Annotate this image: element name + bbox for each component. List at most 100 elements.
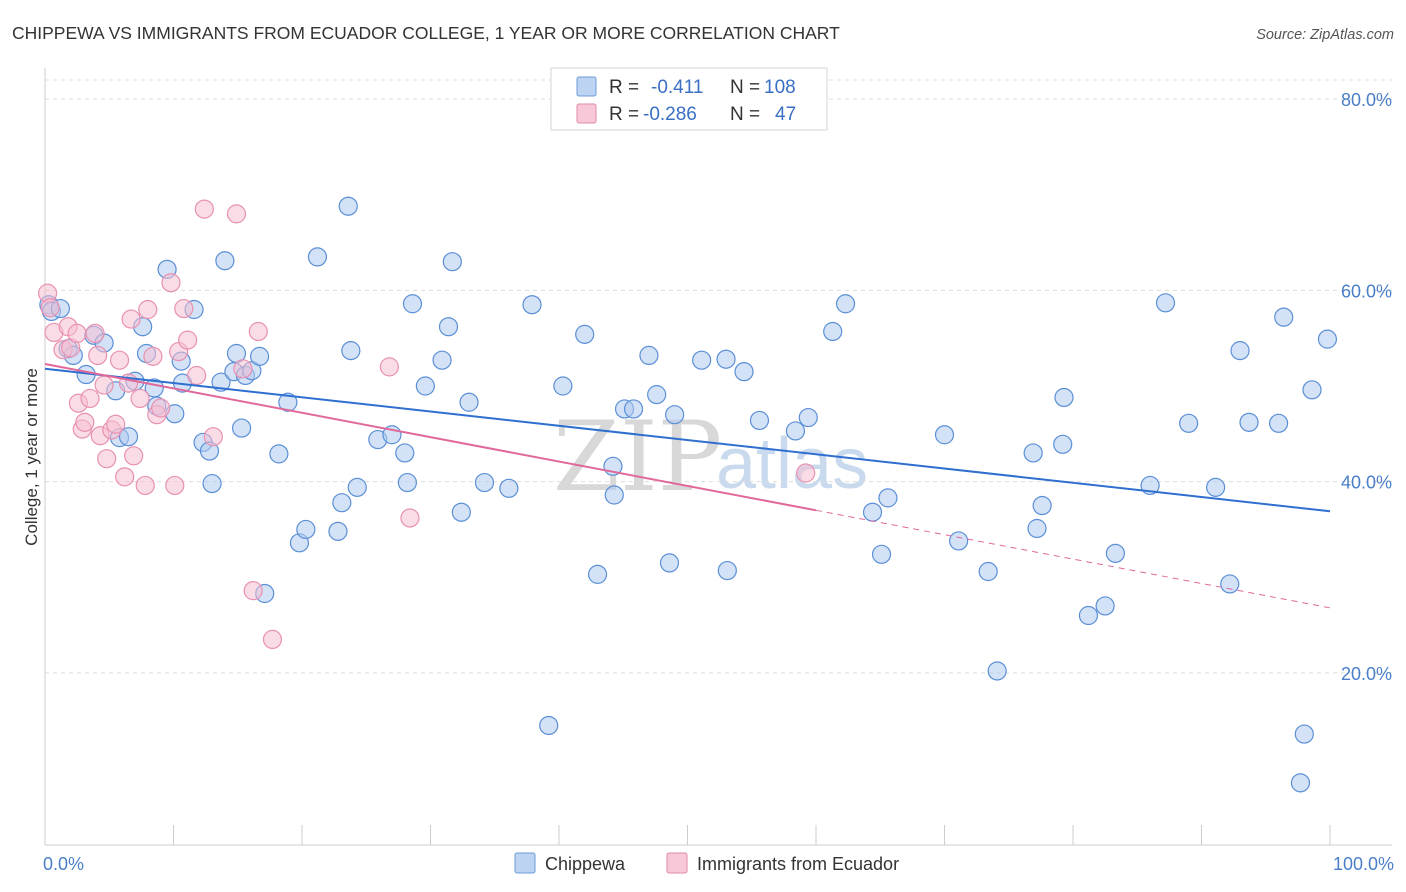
chippewa-point bbox=[1027, 518, 1047, 539]
chippewa-point bbox=[1239, 412, 1259, 432]
ecuador-point bbox=[85, 323, 105, 344]
chippewa-point bbox=[749, 410, 770, 431]
ecuador-point bbox=[178, 330, 198, 350]
chippewa-point bbox=[639, 345, 659, 365]
chippewa-points bbox=[39, 196, 1338, 793]
ecuador-bottom-label: Immigrants from Ecuador bbox=[697, 854, 899, 874]
ecuador-point bbox=[121, 309, 141, 329]
chippewa-point bbox=[553, 376, 573, 396]
chippewa-point bbox=[397, 472, 417, 493]
chippewa-point bbox=[1023, 443, 1043, 463]
chippewa-point bbox=[717, 560, 737, 581]
chippewa-point bbox=[1054, 387, 1074, 408]
ecuador-point bbox=[161, 273, 181, 293]
chippewa-point bbox=[1274, 307, 1294, 327]
chippewa-point bbox=[587, 564, 608, 584]
ecuador-point bbox=[94, 375, 114, 395]
chippewa-point bbox=[539, 715, 559, 736]
tick-labels: 20.0% 40.0% 60.0% 80.0% 0.0% 100.0% bbox=[43, 90, 1394, 874]
chippewa-point bbox=[341, 341, 361, 361]
chippewa-point bbox=[438, 317, 459, 337]
chippewa-point bbox=[499, 478, 519, 498]
chippewa-r-value: -0.411 bbox=[651, 77, 703, 98]
y-tick-label: 40.0% bbox=[1341, 473, 1392, 493]
ecuador-n-value: 47 bbox=[775, 104, 796, 125]
chippewa-point bbox=[647, 385, 667, 405]
chippewa-point bbox=[1268, 413, 1289, 433]
ecuador-r-label: R = bbox=[609, 104, 639, 125]
chippewa-point bbox=[459, 392, 479, 412]
chippewa-point bbox=[474, 472, 495, 493]
trend-lines bbox=[44, 363, 1331, 609]
chippewa-point bbox=[716, 349, 736, 369]
ecuador-point bbox=[130, 388, 150, 409]
ecuador-point bbox=[124, 446, 144, 466]
ecuador-trend-line bbox=[44, 363, 817, 512]
ecuador-point bbox=[40, 297, 60, 318]
chippewa-point bbox=[338, 196, 358, 216]
chippewa-point bbox=[118, 427, 139, 447]
ecuador-point bbox=[106, 414, 126, 434]
chippewa-point bbox=[665, 405, 685, 425]
chippewa-trend-line bbox=[44, 367, 1331, 513]
chippewa-point bbox=[949, 531, 969, 551]
ecuador-point bbox=[143, 346, 163, 366]
chippewa-point bbox=[332, 493, 352, 513]
ecuador-point bbox=[243, 581, 263, 601]
chippewa-point bbox=[522, 295, 542, 315]
chippewa-point bbox=[296, 519, 316, 540]
axes bbox=[44, 68, 1392, 846]
ecuador-point bbox=[135, 475, 155, 496]
chippewa-point bbox=[211, 372, 231, 392]
chippewa-point bbox=[798, 407, 818, 428]
ecuador-point bbox=[226, 204, 247, 224]
ecuador-point bbox=[194, 199, 214, 219]
chippewa-r-label: R = bbox=[609, 77, 639, 98]
y-tick-label: 80.0% bbox=[1341, 90, 1392, 110]
chippewa-bottom-swatch bbox=[514, 852, 536, 874]
ecuador-point bbox=[109, 350, 130, 370]
chart-source: Source: ZipAtlas.com bbox=[1256, 27, 1394, 43]
series-legend: Chippewa Immigrants from Ecuador bbox=[514, 852, 899, 874]
chippewa-point bbox=[1105, 543, 1126, 563]
chippewa-point bbox=[215, 251, 235, 271]
x-tick-label-start: 0.0% bbox=[43, 854, 84, 874]
chippewa-point bbox=[1230, 341, 1250, 361]
ecuador-point bbox=[97, 449, 117, 469]
y-tick-label: 20.0% bbox=[1341, 664, 1392, 684]
ecuador-point bbox=[174, 298, 194, 319]
chippewa-point bbox=[1317, 329, 1338, 349]
chippewa-bottom-label: Chippewa bbox=[545, 854, 626, 874]
ecuador-r-value: -0.286 bbox=[643, 104, 697, 125]
chippewa-point bbox=[1155, 293, 1176, 313]
chippewa-point bbox=[442, 252, 462, 272]
ecuador-point bbox=[67, 323, 87, 344]
chippewa-point bbox=[328, 521, 348, 541]
ecuador-point bbox=[151, 398, 171, 418]
chippewa-point bbox=[659, 553, 680, 573]
chippewa-point bbox=[734, 362, 754, 382]
chippewa-point bbox=[934, 425, 955, 445]
ecuador-point bbox=[379, 357, 399, 377]
ecuador-legend-swatch bbox=[576, 103, 597, 124]
ecuador-point bbox=[796, 463, 816, 483]
chart-title: CHIPPEWA VS IMMIGRANTS FROM ECUADOR COLL… bbox=[12, 23, 840, 43]
chippewa-point bbox=[835, 294, 856, 314]
chippewa-point bbox=[307, 247, 328, 267]
ecuador-point bbox=[115, 467, 135, 487]
stats-legend: R = -0.411 N = 108 R = -0.286 N = 47 bbox=[550, 67, 828, 131]
chippewa-point bbox=[878, 488, 898, 508]
ecuador-bottom-swatch bbox=[666, 852, 688, 874]
chippewa-point bbox=[575, 324, 595, 344]
chippewa-point bbox=[249, 346, 270, 366]
chippewa-n-value: 108 bbox=[764, 77, 796, 98]
chippewa-point bbox=[1032, 495, 1052, 516]
chippewa-point bbox=[1179, 413, 1199, 433]
chippewa-point bbox=[1220, 574, 1240, 594]
ecuador-point bbox=[233, 359, 253, 379]
chippewa-point bbox=[871, 544, 892, 564]
ecuador-point bbox=[203, 427, 223, 447]
chippewa-point bbox=[1078, 605, 1099, 626]
ecuador-n-label: N = bbox=[730, 104, 760, 125]
chippewa-point bbox=[202, 473, 222, 494]
